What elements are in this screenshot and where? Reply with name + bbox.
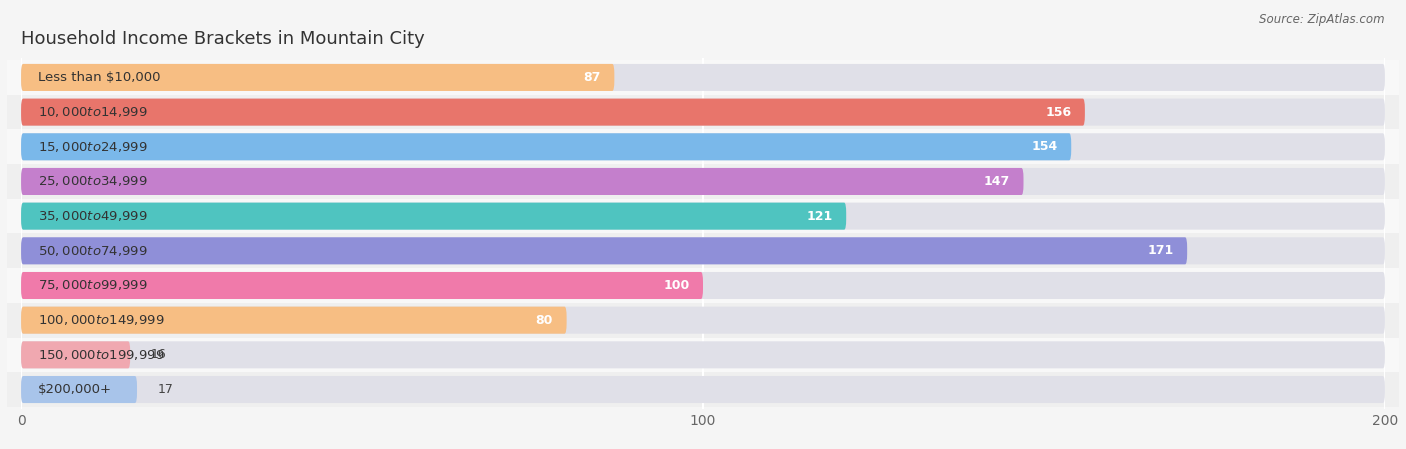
- Text: $100,000 to $149,999: $100,000 to $149,999: [38, 313, 165, 327]
- FancyBboxPatch shape: [21, 341, 131, 368]
- FancyBboxPatch shape: [7, 199, 1399, 233]
- FancyBboxPatch shape: [7, 60, 1399, 95]
- FancyBboxPatch shape: [21, 237, 1385, 264]
- Text: 87: 87: [583, 71, 600, 84]
- FancyBboxPatch shape: [21, 307, 1385, 334]
- Text: 147: 147: [984, 175, 1010, 188]
- Text: $25,000 to $34,999: $25,000 to $34,999: [38, 175, 148, 189]
- FancyBboxPatch shape: [21, 272, 1385, 299]
- FancyBboxPatch shape: [21, 168, 1385, 195]
- FancyBboxPatch shape: [21, 64, 1385, 91]
- FancyBboxPatch shape: [21, 99, 1385, 126]
- Text: 17: 17: [157, 383, 173, 396]
- FancyBboxPatch shape: [7, 303, 1399, 338]
- FancyBboxPatch shape: [7, 233, 1399, 268]
- FancyBboxPatch shape: [21, 237, 1187, 264]
- FancyBboxPatch shape: [7, 129, 1399, 164]
- Text: $50,000 to $74,999: $50,000 to $74,999: [38, 244, 148, 258]
- FancyBboxPatch shape: [21, 133, 1071, 160]
- FancyBboxPatch shape: [21, 376, 1385, 403]
- FancyBboxPatch shape: [21, 202, 1385, 230]
- FancyBboxPatch shape: [21, 202, 846, 230]
- FancyBboxPatch shape: [7, 338, 1399, 372]
- FancyBboxPatch shape: [7, 372, 1399, 407]
- FancyBboxPatch shape: [21, 99, 1085, 126]
- Text: $35,000 to $49,999: $35,000 to $49,999: [38, 209, 148, 223]
- Text: 171: 171: [1147, 244, 1174, 257]
- Text: 100: 100: [664, 279, 689, 292]
- FancyBboxPatch shape: [21, 376, 136, 403]
- FancyBboxPatch shape: [21, 168, 1024, 195]
- FancyBboxPatch shape: [7, 95, 1399, 129]
- Text: 16: 16: [150, 348, 166, 361]
- FancyBboxPatch shape: [21, 133, 1385, 160]
- FancyBboxPatch shape: [21, 341, 1385, 368]
- Text: 154: 154: [1032, 140, 1057, 153]
- Text: 156: 156: [1045, 106, 1071, 119]
- Text: $15,000 to $24,999: $15,000 to $24,999: [38, 140, 148, 154]
- FancyBboxPatch shape: [21, 64, 614, 91]
- FancyBboxPatch shape: [7, 164, 1399, 199]
- Text: Source: ZipAtlas.com: Source: ZipAtlas.com: [1260, 13, 1385, 26]
- Text: Household Income Brackets in Mountain City: Household Income Brackets in Mountain Ci…: [21, 31, 425, 48]
- Text: $150,000 to $199,999: $150,000 to $199,999: [38, 348, 165, 362]
- FancyBboxPatch shape: [21, 307, 567, 334]
- FancyBboxPatch shape: [21, 272, 703, 299]
- Text: 80: 80: [536, 314, 553, 327]
- Text: $200,000+: $200,000+: [38, 383, 112, 396]
- Text: $75,000 to $99,999: $75,000 to $99,999: [38, 278, 148, 292]
- Text: Less than $10,000: Less than $10,000: [38, 71, 160, 84]
- Text: $10,000 to $14,999: $10,000 to $14,999: [38, 105, 148, 119]
- Text: 121: 121: [806, 210, 832, 223]
- FancyBboxPatch shape: [7, 268, 1399, 303]
